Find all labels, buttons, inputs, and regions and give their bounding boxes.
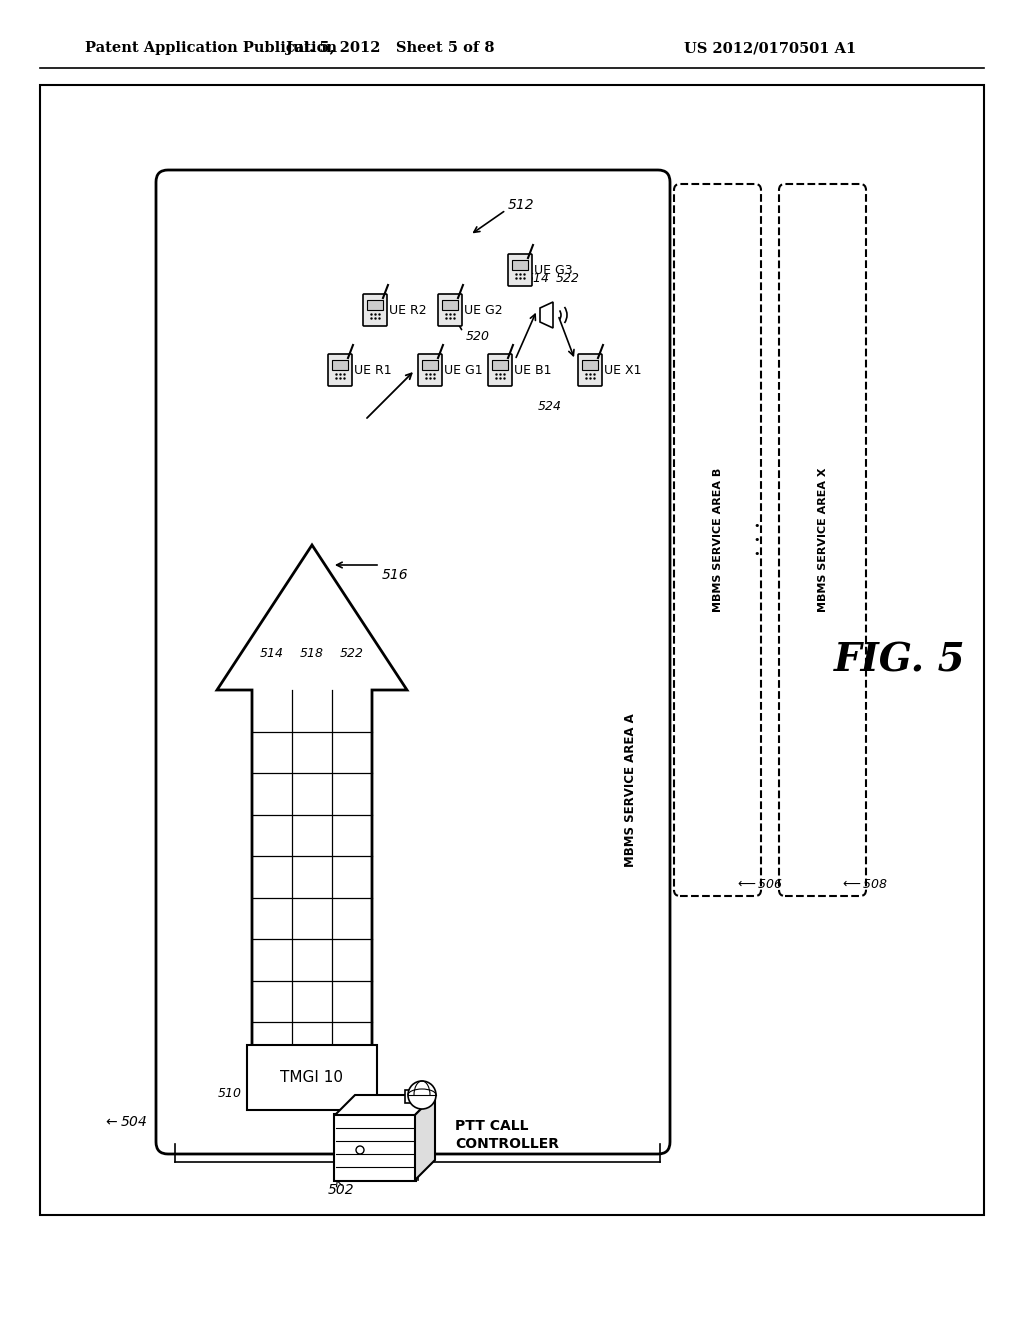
Polygon shape [540,302,553,327]
FancyBboxPatch shape [328,354,352,385]
Text: 516: 516 [382,568,409,582]
Text: 524: 524 [538,400,562,413]
Text: 520: 520 [466,330,490,343]
Text: Patent Application Publication: Patent Application Publication [85,41,337,55]
Bar [582,360,598,370]
Text: •
•
•: • • • [754,521,760,558]
FancyBboxPatch shape [674,183,761,896]
Polygon shape [217,545,407,1105]
Bar [422,360,438,370]
Text: PTT CALL
CONTROLLER: PTT CALL CONTROLLER [455,1119,559,1151]
Bar [442,300,458,310]
Text: 522: 522 [340,647,364,660]
Circle shape [408,1081,436,1109]
Text: 522: 522 [556,272,580,285]
FancyBboxPatch shape [40,84,984,1214]
FancyBboxPatch shape [334,1114,416,1181]
Bar [367,300,383,310]
Text: 502: 502 [328,1183,354,1197]
Bar [492,360,508,370]
Polygon shape [415,1096,435,1180]
Text: UE X1: UE X1 [604,363,641,376]
Polygon shape [335,1096,435,1115]
Text: $\longleftarrow$508: $\longleftarrow$508 [840,879,888,891]
Bar [332,360,348,370]
Bar [512,260,528,271]
Text: MBMS SERVICE AREA A: MBMS SERVICE AREA A [624,713,637,867]
Text: US 2012/0170501 A1: US 2012/0170501 A1 [684,41,856,55]
Text: UE G1: UE G1 [444,363,482,376]
Text: $\longleftarrow$506: $\longleftarrow$506 [735,879,783,891]
Circle shape [356,1146,364,1154]
Text: UE R1: UE R1 [354,363,391,376]
Text: 514: 514 [260,647,284,660]
Bar [247,1045,377,1110]
FancyBboxPatch shape [578,354,602,385]
Polygon shape [406,1090,420,1104]
FancyBboxPatch shape [156,170,670,1154]
Text: 514: 514 [526,272,550,285]
Text: 510: 510 [218,1086,242,1100]
Text: MBMS SERVICE AREA X: MBMS SERVICE AREA X [818,467,828,612]
Text: UE G2: UE G2 [464,304,503,317]
Text: Jul. 5, 2012   Sheet 5 of 8: Jul. 5, 2012 Sheet 5 of 8 [286,41,495,55]
Text: MBMS SERVICE AREA B: MBMS SERVICE AREA B [713,467,723,612]
Text: UE B1: UE B1 [514,363,552,376]
FancyBboxPatch shape [438,294,462,326]
FancyBboxPatch shape [508,253,532,286]
Text: UE G3: UE G3 [534,264,572,276]
Text: 512: 512 [508,198,535,213]
FancyBboxPatch shape [488,354,512,385]
Text: $\leftarrow$504: $\leftarrow$504 [103,1115,148,1129]
FancyBboxPatch shape [779,183,866,896]
Text: TMGI 10: TMGI 10 [281,1071,343,1085]
Text: UE R2: UE R2 [389,304,427,317]
FancyBboxPatch shape [362,294,387,326]
Text: 518: 518 [300,647,324,660]
Text: FIG. 5: FIG. 5 [835,642,966,678]
FancyBboxPatch shape [418,354,442,385]
